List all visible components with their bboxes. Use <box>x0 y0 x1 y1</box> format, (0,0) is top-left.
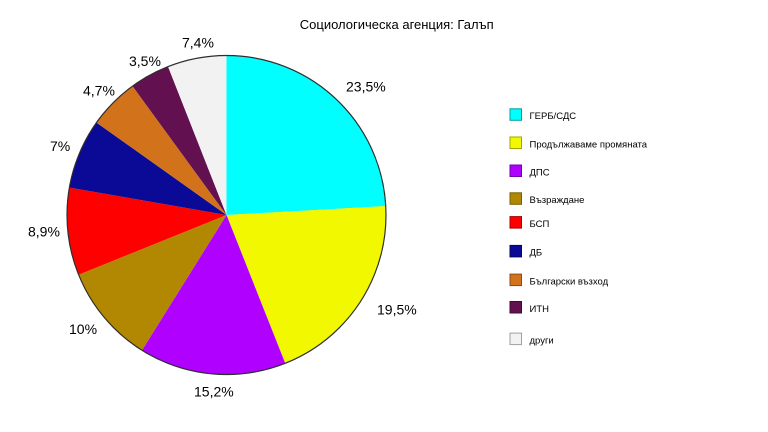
svg-text:3,5%: 3,5% <box>129 53 161 69</box>
svg-text:ГЕРБ/СДС: ГЕРБ/СДС <box>530 111 577 122</box>
svg-text:7,4%: 7,4% <box>182 34 214 50</box>
svg-text:Продължаваме промяната: Продължаваме промяната <box>530 139 648 150</box>
svg-text:ДБ: ДБ <box>530 248 543 259</box>
svg-text:ИТН: ИТН <box>530 304 550 315</box>
svg-text:23,5%: 23,5% <box>346 78 386 94</box>
svg-text:10%: 10% <box>69 321 97 337</box>
svg-text:Възраждане: Възраждане <box>530 195 585 206</box>
svg-text:Социологическа агенция: Галъп: Социологическа агенция: Галъп <box>300 17 494 32</box>
svg-text:Български възход: Български възход <box>530 276 609 287</box>
svg-text:19,5%: 19,5% <box>377 302 417 318</box>
svg-text:ДПС: ДПС <box>530 167 550 178</box>
svg-text:БСП: БСП <box>530 219 550 230</box>
svg-text:4,7%: 4,7% <box>83 83 115 99</box>
svg-text:други: други <box>530 335 554 346</box>
svg-text:15,2%: 15,2% <box>194 384 234 400</box>
svg-text:8,9%: 8,9% <box>28 223 60 239</box>
svg-text:7%: 7% <box>50 138 70 154</box>
